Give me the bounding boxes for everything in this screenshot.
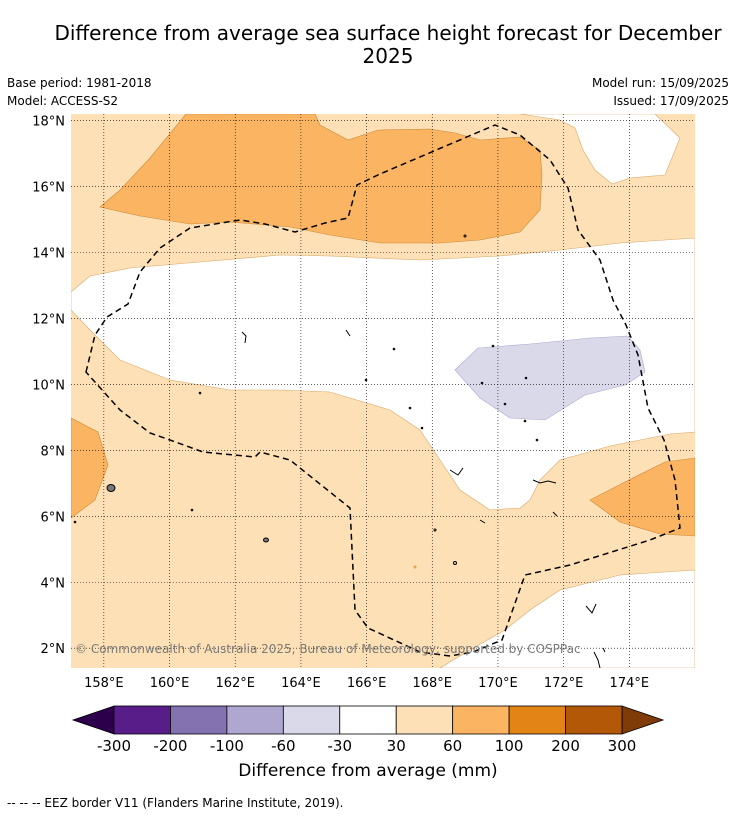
neutral-region-north	[519, 114, 681, 185]
colorbar-tick-label: 100	[495, 737, 524, 755]
orange-region-north	[99, 114, 543, 244]
colorbar-tick-label: 300	[608, 737, 637, 755]
meta-right: Model run: 15/09/2025 Issued: 17/09/2025	[592, 74, 729, 110]
colorbar-tick-label: 200	[551, 737, 580, 755]
meta-left: Base period: 1981-2018 Model: ACCESS-S2	[7, 74, 152, 110]
lat-tick-label: 12°N	[32, 312, 65, 327]
lon-tick-label: 158°E	[84, 676, 124, 691]
colorbar-tick-label: -60	[271, 737, 296, 755]
map-figure: © Commonwealth of Australia 2025, Bureau…	[32, 114, 695, 755]
colorbar-swatch	[565, 705, 623, 735]
colorbar-swatch	[170, 705, 228, 735]
model-text: Model: ACCESS-S2	[7, 94, 119, 108]
colorbar-extend-high	[621, 705, 665, 735]
latitude-tick-labels: 2°N 4°N 6°N 8°N 10°N 12°N 14°N 16°N 18°N	[32, 115, 65, 658]
colorbar-swatch	[226, 705, 284, 735]
lat-tick-label: 4°N	[41, 576, 66, 591]
copyright-text: © Commonwealth of Australia 2025, Bureau…	[75, 642, 581, 656]
island-outlines	[73, 234, 606, 668]
colorbar-tick-label: 30	[387, 737, 406, 755]
neutral-region	[71, 237, 695, 511]
colorbar-swatch	[282, 705, 341, 735]
colorbar-swatch	[339, 705, 397, 735]
lon-tick-label: 160°E	[150, 676, 190, 691]
colorbar-tick-label: -100	[210, 737, 244, 755]
lat-tick-label: 2°N	[41, 642, 66, 657]
lat-tick-label: 10°N	[32, 378, 65, 393]
longitude-tick-labels: 158°E 160°E 162°E 164°E 166°E 168°E 170°E 172°E…	[84, 676, 649, 691]
eez-legend-note: -- -- -- EEZ border V11 (Flanders Marine…	[7, 796, 344, 810]
lon-tick-label: 170°E	[478, 676, 518, 691]
colorbar-swatch	[452, 705, 510, 735]
colorbar-swatch	[395, 705, 454, 735]
colorbar-swatch	[113, 705, 171, 735]
lat-tick-label: 14°N	[32, 247, 65, 262]
model-run-text: Model run: 15/09/2025	[591, 76, 729, 90]
orange-region-west	[71, 417, 109, 519]
colorbar-tick-label: 60	[443, 737, 462, 755]
colorbar-tick-label: -300	[97, 737, 131, 755]
gridlines	[71, 114, 695, 668]
lat-tick-label: 8°N	[41, 444, 66, 459]
lat-tick-label: 18°N	[32, 115, 65, 130]
colorbar-extend-low	[71, 705, 115, 735]
lon-tick-label: 172°E	[544, 676, 584, 691]
map-plot-area: © Commonwealth of Australia 2025, Bureau…	[71, 114, 695, 668]
base-period-text: Base period: 1981-2018	[7, 76, 152, 90]
lon-tick-label: 174°E	[610, 676, 650, 691]
colorbar-swatch	[508, 705, 566, 735]
colorbar: -300 -200 -100 -60 -30 30 60 100 200 300	[71, 705, 665, 755]
colorbar-tick-label: -200	[153, 737, 187, 755]
lon-tick-label: 166°E	[347, 676, 387, 691]
issued-text: Issued: 17/09/2025	[613, 94, 729, 108]
colorbar-tick-label: -30	[328, 737, 353, 755]
lat-tick-label: 16°N	[32, 181, 65, 196]
map-title: Difference from average sea surface heig…	[54, 21, 722, 68]
lon-tick-label: 168°E	[412, 676, 452, 691]
eez-border	[85, 124, 681, 657]
lon-tick-label: 162°E	[215, 676, 255, 691]
lon-tick-label: 164°E	[281, 676, 321, 691]
lavender-region	[454, 335, 646, 421]
colorbar-label: Difference from average (mm)	[238, 761, 498, 781]
lat-tick-label: 6°N	[41, 510, 66, 525]
